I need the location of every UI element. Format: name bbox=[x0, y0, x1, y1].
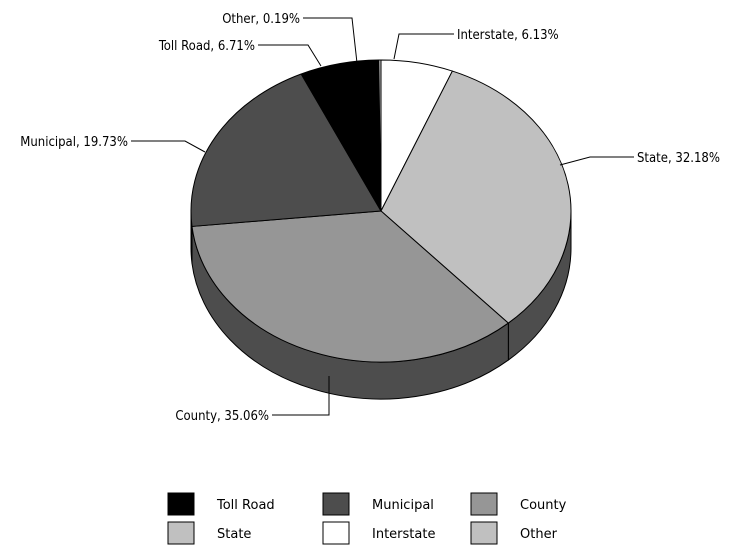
data-label-county: County, 35.06% bbox=[175, 409, 269, 424]
pie-slice-county[interactable] bbox=[191, 210, 509, 363]
data-label-municipal: Municipal, 19.73% bbox=[20, 135, 128, 150]
pie-slice-municipal[interactable] bbox=[190, 73, 382, 227]
legend-swatch-interstate bbox=[322, 521, 350, 545]
pie-top-layer bbox=[190, 59, 572, 363]
data-label-interstate: Interstate, 6.13% bbox=[457, 28, 559, 43]
leader-line-toll-road bbox=[258, 44, 322, 67]
legend-item-municipal: Municipal bbox=[322, 492, 434, 516]
leader-line-municipal bbox=[131, 140, 206, 153]
leader-line-other bbox=[303, 17, 358, 64]
legend-label-county: County bbox=[520, 498, 567, 513]
leader-line-county bbox=[272, 376, 330, 416]
callout-layer: Interstate, 6.13% State, 32.18% County, 35… bbox=[20, 12, 720, 424]
legend-label-other: Other bbox=[520, 527, 558, 542]
legend-swatch-toll-road bbox=[167, 492, 195, 516]
data-label-state: State, 32.18% bbox=[637, 151, 720, 166]
legend-label-interstate: Interstate bbox=[372, 527, 435, 542]
legend-label-toll-road: Toll Road bbox=[216, 498, 275, 513]
legend-swatch-municipal bbox=[322, 492, 350, 516]
legend-item-other: Other bbox=[470, 521, 558, 545]
legend-label-state: State bbox=[217, 527, 251, 542]
legend-label-municipal: Municipal bbox=[372, 498, 434, 513]
leader-line-state bbox=[559, 156, 634, 166]
legend-swatch-state bbox=[167, 521, 195, 545]
legend-item-toll-road: Toll Road bbox=[167, 492, 275, 516]
legend: Toll Road Municipal County State Interstate O… bbox=[167, 492, 567, 545]
legend-item-state: State bbox=[167, 521, 251, 545]
pie-slice-state[interactable] bbox=[380, 70, 572, 324]
data-label-other: Other, 0.19% bbox=[222, 12, 300, 27]
pie-slice-other[interactable] bbox=[378, 59, 382, 212]
legend-item-interstate: Interstate bbox=[322, 521, 435, 545]
legend-swatch-other bbox=[470, 521, 498, 545]
legend-item-county: County bbox=[470, 492, 567, 516]
leader-line-interstate bbox=[393, 33, 454, 60]
legend-swatch-county bbox=[470, 492, 498, 516]
data-label-toll-road: Toll Road, 6.71% bbox=[158, 39, 255, 54]
